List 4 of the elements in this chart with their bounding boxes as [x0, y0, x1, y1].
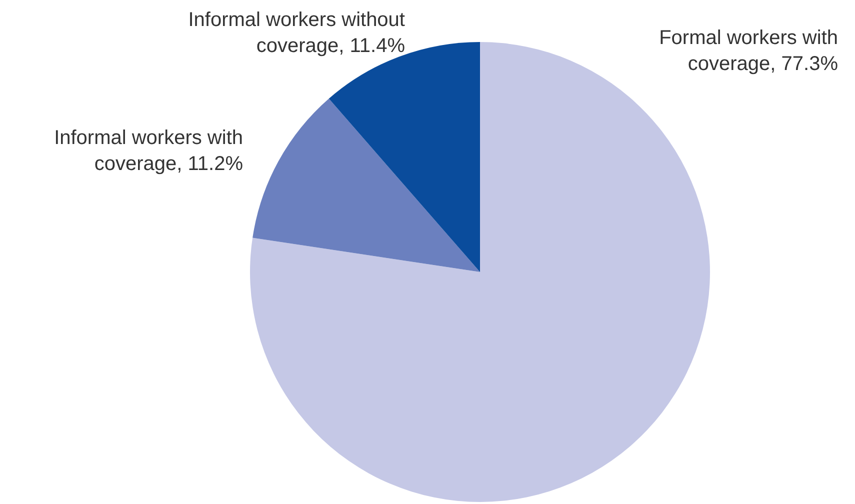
slice-label: Informal workers with coverage, 11.2% [54, 127, 244, 175]
slice-label: Formal workers with coverage, 77.3% [659, 27, 838, 75]
pie-slice [252, 98, 480, 272]
slice-label: Informal workers without coverage, 11.4% [188, 9, 406, 57]
